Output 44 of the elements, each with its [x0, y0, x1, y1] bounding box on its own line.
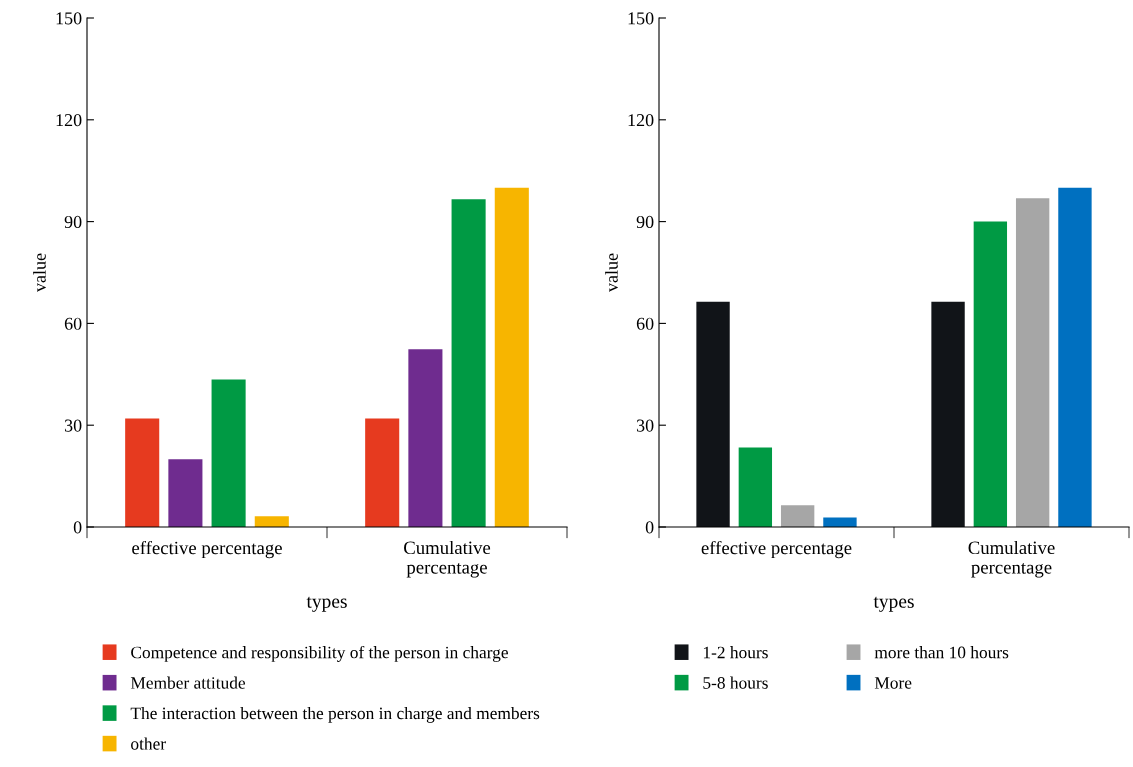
bar	[125, 418, 160, 527]
bar	[1015, 198, 1050, 527]
bar	[494, 187, 529, 527]
bar	[780, 505, 815, 527]
bar	[211, 379, 246, 527]
legend-label: More	[874, 677, 912, 689]
y-tick-label: 150	[56, 12, 82, 25]
y-tick-label: 120	[628, 114, 654, 127]
bar	[973, 221, 1008, 527]
x-tick-label: Cumulative percentage	[968, 540, 1055, 578]
bar	[696, 301, 730, 527]
bar	[365, 418, 400, 527]
y-tick-label: 30	[636, 419, 654, 432]
bar	[451, 199, 486, 527]
y-axis-title: value	[605, 253, 618, 293]
x-tick-label: Cumulative percentage	[404, 540, 491, 578]
bar	[254, 516, 289, 527]
bar	[1058, 187, 1092, 527]
y-axis-title: value	[33, 253, 46, 293]
legend-label: Competence and responsibility of the person in charge	[131, 645, 508, 662]
y-tick-label: 90	[64, 215, 82, 229]
bar	[738, 447, 773, 527]
y-tick-label: 120	[56, 114, 82, 127]
y-tick-label: 60	[636, 317, 654, 330]
x-axis-title: types	[306, 596, 347, 612]
bar	[408, 349, 443, 527]
legend-label: 1-2 hours	[703, 646, 768, 659]
legend-label: more than 10 hours	[874, 646, 1009, 659]
bar	[931, 301, 965, 527]
legend-label: Member attitude	[130, 676, 246, 689]
y-tick-label: 60	[64, 317, 82, 330]
y-tick-label: 150	[628, 12, 654, 25]
legend-label: other	[131, 737, 166, 750]
y-tick-label: 30	[64, 419, 82, 432]
x-axis-title: types	[873, 596, 914, 612]
legend-label: 5-8 hours	[703, 676, 768, 689]
legend-label: The interaction between the person in charge and members	[130, 707, 540, 723]
x-tick-label: effective percentage	[132, 540, 282, 559]
y-tick-label: 0	[73, 521, 82, 534]
bar	[168, 459, 203, 527]
bar	[823, 517, 857, 527]
y-tick-label: 90	[636, 215, 654, 229]
y-tick-label: 0	[645, 521, 654, 534]
x-tick-label: effective percentage	[701, 540, 852, 559]
